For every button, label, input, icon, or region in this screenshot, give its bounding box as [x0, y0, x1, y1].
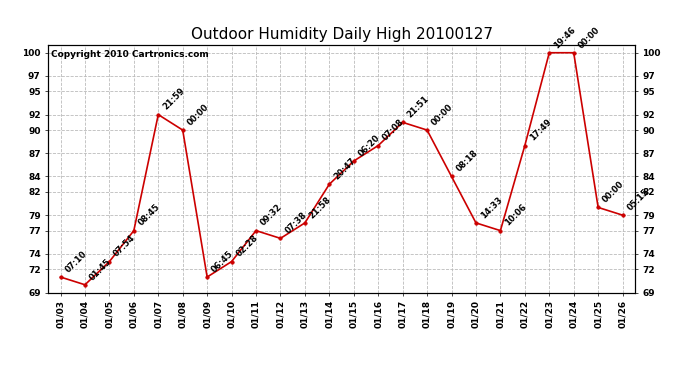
- Text: 00:00: 00:00: [430, 102, 455, 127]
- Text: 07:38: 07:38: [283, 211, 308, 236]
- Text: 10:06: 10:06: [503, 202, 529, 228]
- Text: 21:51: 21:51: [406, 94, 431, 120]
- Title: Outdoor Humidity Daily High 20100127: Outdoor Humidity Daily High 20100127: [190, 27, 493, 42]
- Text: 21:59: 21:59: [161, 87, 186, 112]
- Text: 00:00: 00:00: [576, 25, 602, 50]
- Text: 08:45: 08:45: [137, 202, 161, 228]
- Text: 01:45: 01:45: [88, 257, 113, 282]
- Text: 07:08: 07:08: [381, 118, 406, 143]
- Text: Copyright 2010 Cartronics.com: Copyright 2010 Cartronics.com: [51, 50, 209, 59]
- Text: 19:46: 19:46: [552, 25, 578, 50]
- Text: 00:00: 00:00: [186, 102, 210, 127]
- Text: 09:32: 09:32: [259, 203, 284, 228]
- Text: 06:20: 06:20: [357, 133, 382, 158]
- Text: 02:28: 02:28: [235, 234, 259, 259]
- Text: 07:10: 07:10: [63, 249, 88, 274]
- Text: 20:47: 20:47: [332, 156, 357, 182]
- Text: 06:45: 06:45: [210, 249, 235, 274]
- Text: 17:49: 17:49: [528, 118, 553, 143]
- Text: 07:54: 07:54: [112, 234, 137, 259]
- Text: 00:00: 00:00: [601, 180, 626, 205]
- Text: 21:58: 21:58: [308, 195, 333, 220]
- Text: 14:33: 14:33: [479, 195, 504, 220]
- Text: 08:18: 08:18: [454, 148, 480, 174]
- Text: 05:15: 05:15: [625, 187, 651, 212]
